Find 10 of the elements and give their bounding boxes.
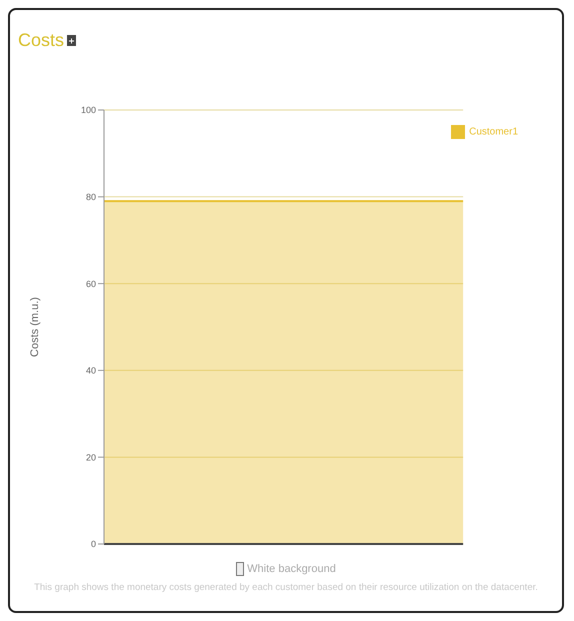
y-tick-label: 60 (86, 278, 96, 289)
y-tick-label: 40 (86, 366, 96, 376)
y-tick-label: 100 (80, 105, 96, 116)
y-tick-label: 0 (90, 539, 96, 550)
y-tick-label: 20 (86, 452, 96, 462)
y-axis-title: Costs (m.u.) (28, 297, 41, 357)
legend-label: Customer1 (469, 126, 518, 138)
y-tick-label: 80 (86, 192, 96, 202)
text: White background (247, 563, 336, 575)
chart-title: Costs (18, 30, 64, 51)
